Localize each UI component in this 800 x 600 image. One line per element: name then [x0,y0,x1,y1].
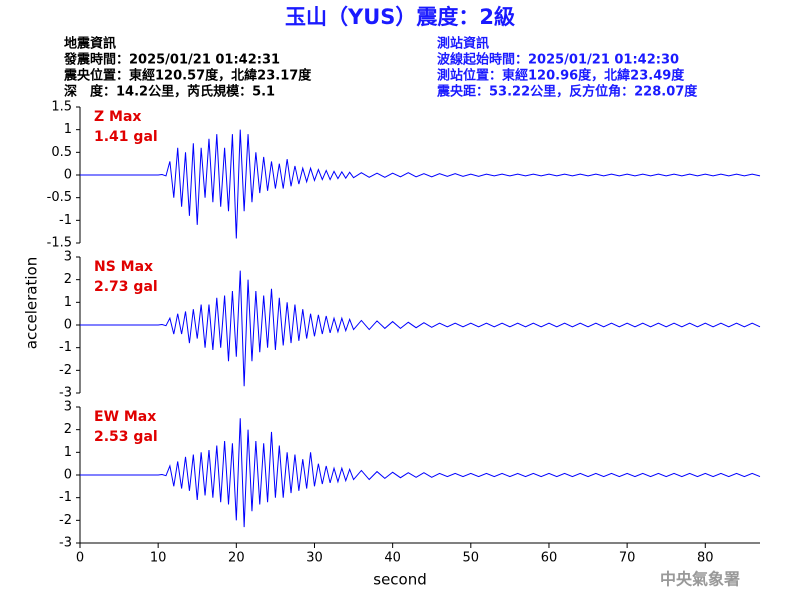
y-tick-label: -3 [59,536,72,551]
x-tick-label: 0 [76,551,84,566]
max-value: 2.73 gal [94,279,158,295]
waveform [80,418,761,528]
y-tick-label: 1 [64,445,72,460]
y-tick-label: -3 [59,386,72,401]
max-label: EW Max [94,409,156,425]
station-line: 測站資訊 [437,36,489,52]
y-tick-label: 1 [64,122,72,137]
y-tick-label: -1 [59,340,72,355]
station-line: 震央距：53.22公里，反方位角：228.07度 [436,84,698,100]
x-tick-label: 10 [150,551,167,566]
station-line: 波線起始時間：2025/01/21 01:42:30 [437,52,679,68]
y-tick-label: 2 [64,272,72,287]
waveform [80,129,761,239]
y-tick-label: 1 [64,295,72,310]
waveform [80,270,761,387]
y-tick-label: 3 [64,250,72,265]
y-tick-label: 0 [64,318,72,333]
info-line: 震央位置：東經120.57度，北緯23.17度 [63,68,312,84]
y-tick-label: -0.5 [47,190,72,205]
y-tick-label: -1 [59,213,72,228]
y-tick-label: -1.5 [47,236,72,251]
y-tick-label: -2 [59,513,72,528]
station-line: 測站位置：東經120.96度，北緯23.49度 [437,68,685,84]
agency-footer: 中央氣象署 [660,570,740,589]
x-tick-label: 30 [306,551,323,566]
y-tick-label: 0 [64,468,72,483]
max-label: NS Max [94,259,153,275]
y-tick-label: 3 [64,400,72,415]
max-value: 1.41 gal [94,129,158,145]
x-axis-label: second [373,571,427,589]
info-line: 深 度：14.2公里，芮氏規模：5.1 [64,84,275,100]
y-tick-label: -1 [59,490,72,505]
y-tick-label: 2 [64,422,72,437]
info-line: 地震資訊 [64,36,116,52]
x-tick-label: 80 [697,551,714,566]
x-tick-label: 40 [384,551,401,566]
y-tick-label: 1.5 [51,100,72,115]
x-tick-label: 20 [228,551,245,566]
y-tick-label: -2 [59,363,72,378]
y-tick-label: 0.5 [51,145,72,160]
x-tick-label: 50 [463,551,480,566]
page-title: 玉山（YUS）震度：2級 [285,5,515,29]
y-axis-label: acceleration [23,257,41,349]
info-line: 發震時間：2025/01/21 01:42:31 [63,52,280,68]
x-tick-label: 70 [619,551,636,566]
x-tick-label: 60 [541,551,558,566]
max-value: 2.53 gal [94,429,158,445]
y-tick-label: 0 [64,168,72,183]
max-label: Z Max [94,109,141,125]
